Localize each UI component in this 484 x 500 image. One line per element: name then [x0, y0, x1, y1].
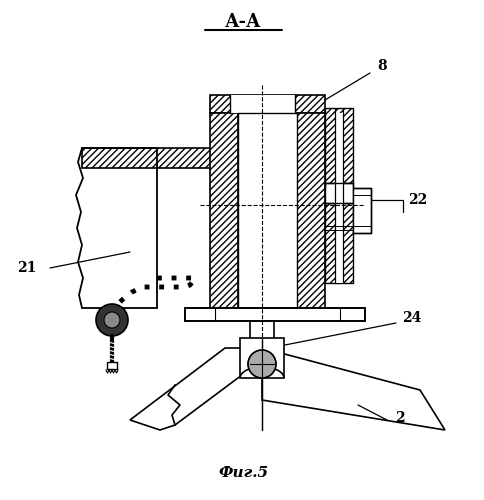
Bar: [296, 113, 324, 313]
Bar: [249, 321, 273, 339]
Polygon shape: [261, 348, 444, 430]
Bar: [184, 308, 364, 321]
Bar: [324, 183, 352, 203]
Bar: [82, 168, 157, 308]
Circle shape: [247, 350, 275, 378]
Bar: [210, 95, 324, 113]
Bar: [210, 113, 238, 313]
Text: 2: 2: [394, 411, 404, 425]
Text: 24: 24: [402, 311, 421, 325]
Bar: [334, 113, 342, 283]
Text: 22: 22: [408, 193, 427, 207]
Bar: [324, 108, 352, 183]
Bar: [82, 148, 229, 168]
Bar: [238, 113, 296, 313]
Text: Фиг.5: Фиг.5: [217, 466, 268, 480]
Bar: [352, 188, 370, 233]
Text: А-А: А-А: [224, 13, 261, 31]
Circle shape: [104, 312, 120, 328]
Circle shape: [96, 304, 128, 336]
Bar: [240, 338, 284, 378]
Text: 8: 8: [377, 59, 386, 73]
Polygon shape: [130, 348, 261, 430]
Bar: [324, 203, 352, 283]
Bar: [229, 95, 294, 113]
Bar: [107, 362, 117, 369]
Text: 21: 21: [17, 261, 37, 275]
